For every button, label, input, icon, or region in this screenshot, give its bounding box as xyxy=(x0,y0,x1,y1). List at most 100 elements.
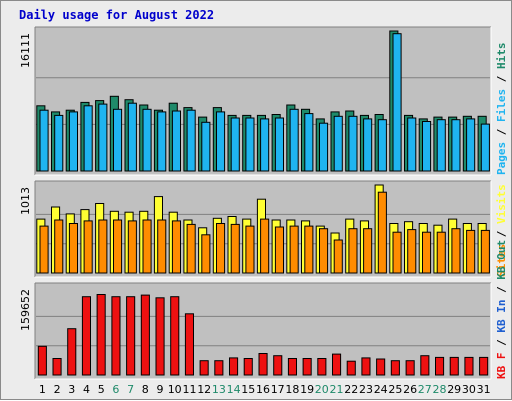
panel-legend-label: KB F / KB In / KB Out xyxy=(495,240,508,379)
files-bar-day-25 xyxy=(392,33,402,172)
day-label-2: 2 xyxy=(54,383,61,396)
sites-bar-day-11 xyxy=(186,223,196,274)
kbf-bar-day-8 xyxy=(140,294,150,376)
y-max-label: 159652 xyxy=(19,289,32,331)
files-bar-day-24 xyxy=(377,119,387,172)
kbf-bar-day-3 xyxy=(67,328,77,376)
files-bar-day-2 xyxy=(54,114,64,172)
files-bar-day-12 xyxy=(201,121,211,172)
day-label-12: 12 xyxy=(197,383,211,396)
sites-bar-day-13 xyxy=(216,223,226,274)
sites-bar-day-17 xyxy=(274,226,284,274)
files-bar-day-5 xyxy=(98,103,108,172)
kbf-bar-day-22 xyxy=(346,360,356,376)
files-bar-day-8 xyxy=(142,108,152,172)
kbf-bar-day-25 xyxy=(390,360,400,376)
files-bar-day-15 xyxy=(245,117,255,172)
sites-bar-day-2 xyxy=(54,219,64,274)
files-bar-day-29 xyxy=(451,119,461,172)
kbf-bar-day-26 xyxy=(405,360,415,376)
files-bar-day-13 xyxy=(216,111,226,172)
files-bar-day-21 xyxy=(333,115,343,172)
files-bar-day-10 xyxy=(171,110,181,172)
sites-bar-day-14 xyxy=(230,223,240,274)
day-label-6: 6 xyxy=(112,383,119,396)
day-label-9: 9 xyxy=(157,383,164,396)
day-label-7: 7 xyxy=(127,383,134,396)
kbf-bar-day-23 xyxy=(361,357,371,376)
day-label-18: 18 xyxy=(285,383,299,396)
day-label-5: 5 xyxy=(98,383,105,396)
day-label-30: 30 xyxy=(462,383,476,396)
sites-bar-day-15 xyxy=(245,225,255,274)
day-label-24: 24 xyxy=(374,383,388,396)
sites-bar-day-12 xyxy=(201,234,211,274)
day-label-3: 3 xyxy=(68,383,75,396)
sites-bar-day-29 xyxy=(451,228,461,274)
kbf-bar-day-4 xyxy=(81,296,92,376)
files-bar-day-17 xyxy=(274,117,284,172)
files-bar-day-1 xyxy=(39,109,49,172)
kbf-bar-day-18 xyxy=(287,358,297,376)
sites-bar-day-31 xyxy=(480,229,490,274)
files-bar-day-26 xyxy=(407,117,417,172)
files-bar-day-27 xyxy=(422,121,432,172)
files-bar-day-31 xyxy=(480,123,490,172)
legend-part: / xyxy=(495,224,508,244)
legend-part: KB In xyxy=(495,300,508,333)
kbf-bar-day-19 xyxy=(302,358,312,376)
legend-part: KB F xyxy=(495,353,508,380)
sites-bar-day-9 xyxy=(157,219,167,274)
sites-bar-day-10 xyxy=(171,220,181,274)
sites-bar-day-8 xyxy=(142,219,152,274)
legend-part: / xyxy=(495,122,508,142)
day-label-25: 25 xyxy=(388,383,402,396)
panel-legend-label: Pages / Files / Hits xyxy=(495,43,508,176)
kbf-bar-day-21 xyxy=(332,353,342,376)
legend-part: Pages xyxy=(495,142,508,175)
day-label-1: 1 xyxy=(39,383,46,396)
kbf-bar-day-14 xyxy=(229,357,239,376)
kbf-bar-day-20 xyxy=(317,358,327,376)
kbf-bar-day-1 xyxy=(37,345,47,376)
kbf-bar-day-5 xyxy=(96,294,106,376)
day-label-4: 4 xyxy=(83,383,90,396)
day-label-21: 21 xyxy=(330,383,344,396)
day-label-11: 11 xyxy=(183,383,197,396)
sites-bar-day-3 xyxy=(68,223,79,274)
sites-bar-day-30 xyxy=(466,229,476,274)
sites-bar-day-25 xyxy=(392,231,402,274)
day-label-14: 14 xyxy=(227,383,241,396)
legend-part: / xyxy=(495,280,508,300)
sites-bar-day-28 xyxy=(436,231,446,274)
files-bar-day-14 xyxy=(230,117,240,172)
day-label-28: 28 xyxy=(433,383,447,396)
sites-bar-day-4 xyxy=(83,220,93,274)
day-label-20: 20 xyxy=(315,383,329,396)
sites-bar-day-19 xyxy=(304,225,314,274)
kbf-bar-day-11 xyxy=(184,313,194,376)
day-label-17: 17 xyxy=(271,383,285,396)
day-label-29: 29 xyxy=(447,383,461,396)
y-max-label: 16111 xyxy=(19,33,32,68)
files-bar-day-19 xyxy=(304,113,314,172)
files-bar-day-4 xyxy=(83,105,93,172)
kbf-bar-day-15 xyxy=(243,358,253,376)
kbf-bar-day-12 xyxy=(199,360,209,376)
files-bar-day-7 xyxy=(127,102,137,172)
sites-bar-day-26 xyxy=(407,229,417,274)
sites-bar-day-20 xyxy=(319,228,329,274)
kbf-bar-day-7 xyxy=(126,296,136,376)
sites-bar-day-16 xyxy=(260,218,270,274)
kbf-bar-day-30 xyxy=(464,356,474,376)
sites-bar-day-6 xyxy=(113,219,123,274)
day-label-31: 31 xyxy=(477,383,491,396)
legend-part: KB Out xyxy=(495,240,508,280)
legend-part: Files xyxy=(495,89,508,122)
files-bar-day-23 xyxy=(363,118,373,172)
legend-part: Sites xyxy=(495,244,508,277)
files-bar-day-3 xyxy=(68,111,79,172)
files-bar-day-28 xyxy=(436,119,446,172)
